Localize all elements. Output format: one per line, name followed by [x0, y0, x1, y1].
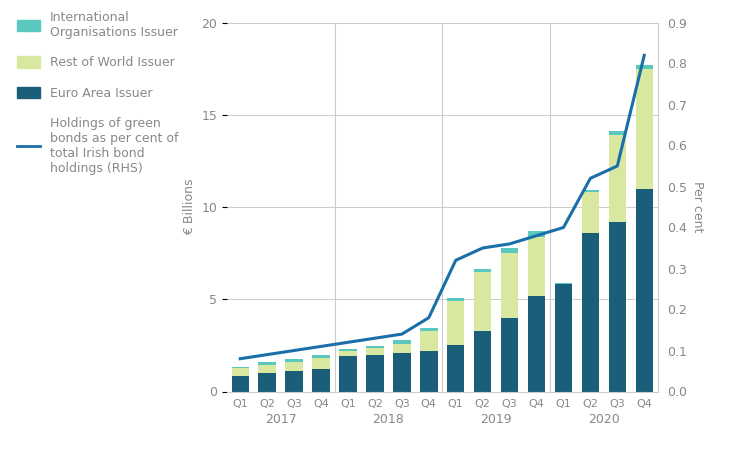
Text: 2020: 2020: [588, 413, 620, 426]
Bar: [500, 253, 519, 318]
Legend: International
Organisations Issuer, Rest of World Issuer, Euro Area Issuer, Hold: International Organisations Issuer, Rest…: [17, 11, 178, 175]
Bar: [500, 248, 519, 253]
Bar: [339, 351, 357, 356]
Bar: [447, 301, 464, 346]
Bar: [420, 351, 438, 392]
Bar: [555, 283, 572, 284]
Bar: [528, 237, 545, 296]
Bar: [339, 356, 357, 392]
Bar: [420, 328, 438, 331]
Text: 2017: 2017: [265, 413, 296, 426]
Bar: [231, 367, 249, 369]
Bar: [528, 296, 545, 392]
Bar: [393, 343, 411, 353]
Bar: [312, 355, 330, 358]
Bar: [609, 222, 626, 392]
Text: 2018: 2018: [373, 413, 404, 426]
Y-axis label: Per cent: Per cent: [691, 181, 704, 233]
Bar: [528, 231, 545, 237]
Bar: [366, 348, 384, 355]
Bar: [555, 284, 572, 392]
Bar: [285, 362, 303, 371]
Bar: [581, 190, 600, 192]
Bar: [366, 355, 384, 392]
Bar: [447, 298, 464, 301]
Bar: [285, 371, 303, 392]
Bar: [636, 68, 653, 189]
Bar: [366, 346, 384, 348]
Bar: [259, 365, 276, 373]
Bar: [474, 331, 491, 392]
Bar: [500, 318, 519, 392]
Bar: [420, 331, 438, 351]
Bar: [447, 346, 464, 392]
Text: 2019: 2019: [480, 413, 512, 426]
Bar: [393, 340, 411, 343]
Bar: [259, 373, 276, 392]
Bar: [609, 135, 626, 222]
Bar: [581, 192, 600, 233]
Bar: [636, 189, 653, 392]
Bar: [339, 349, 357, 351]
Bar: [312, 369, 330, 392]
Bar: [636, 65, 653, 68]
Bar: [581, 233, 600, 392]
Bar: [474, 272, 491, 331]
Bar: [312, 358, 330, 369]
Bar: [393, 353, 411, 392]
Bar: [285, 359, 303, 362]
Bar: [231, 369, 249, 376]
Y-axis label: € Billions: € Billions: [183, 179, 196, 235]
Bar: [609, 131, 626, 135]
Bar: [231, 376, 249, 392]
Bar: [474, 269, 491, 271]
Bar: [259, 362, 276, 365]
